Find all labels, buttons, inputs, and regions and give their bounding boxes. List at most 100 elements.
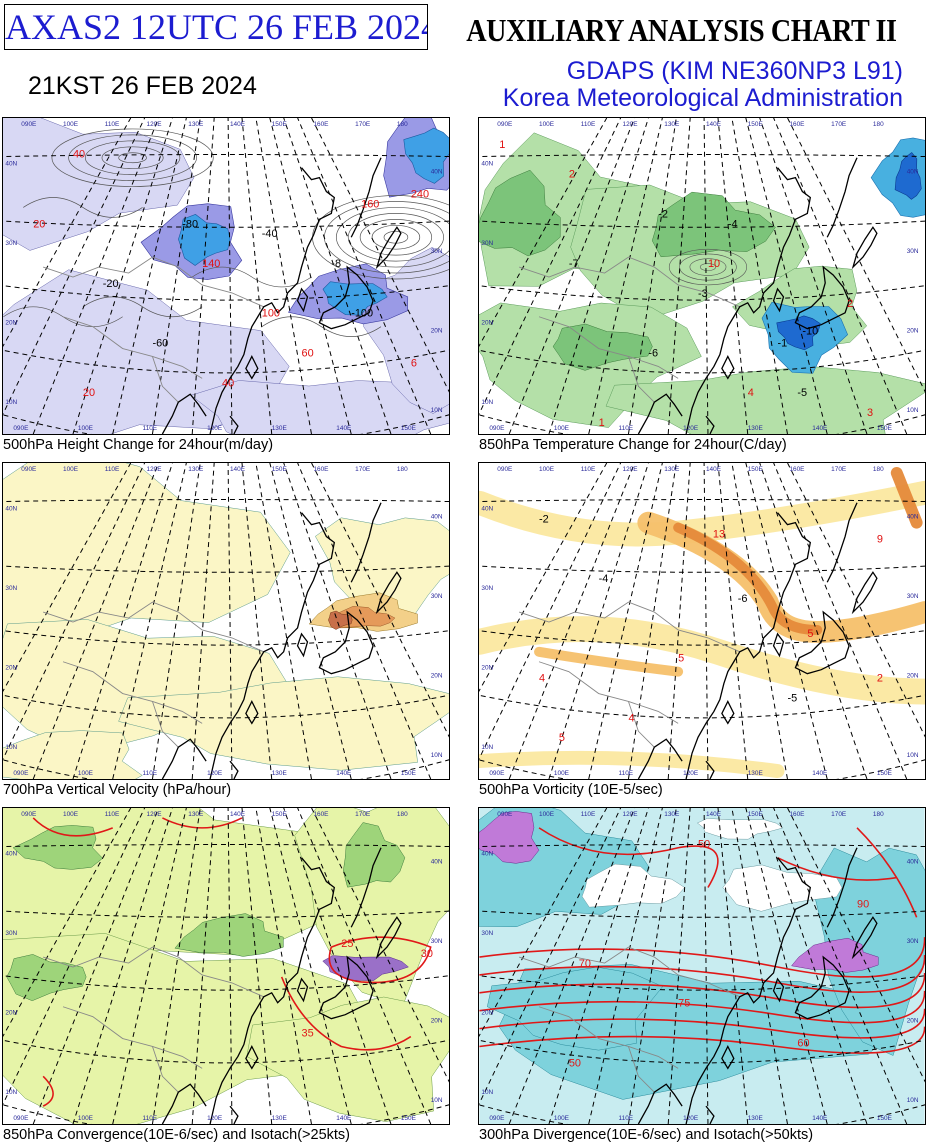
lat-tick-label: 40N (431, 514, 443, 521)
contour-label: 160 (361, 198, 379, 210)
lat-tick-label: 20N (481, 1010, 493, 1017)
lon-tick-label: 130E (272, 770, 288, 777)
lon-tick-label: 130E (664, 811, 680, 818)
lon-tick-label: 140E (336, 425, 352, 432)
lon-tick-label: 170E (831, 811, 847, 818)
lat-tick-label: 30N (5, 930, 17, 937)
lon-tick-label: 090E (489, 770, 505, 777)
lon-tick-label: 090E (21, 466, 37, 473)
lon-tick-label: 180 (873, 811, 884, 818)
lon-tick-label: 090E (497, 121, 513, 128)
lat-tick-label: 40N (481, 161, 493, 168)
lon-tick-label: 100E (78, 425, 94, 432)
lat-tick-label: 30N (481, 585, 493, 592)
contour-label: 4 (628, 712, 634, 724)
lon-tick-label: 090E (13, 425, 29, 432)
lon-tick-label: 170E (831, 466, 847, 473)
lon-tick-label: 120E (623, 811, 639, 818)
lat-tick-label: 10N (431, 407, 443, 414)
lat-tick-label: 10N (431, 752, 443, 759)
lon-tick-label: 150E (748, 466, 764, 473)
temperature-change-map: 090E 100E 110E 120E 130E 140E 150E 160E 170E 180 0… (479, 118, 925, 434)
lon-tick-label: 120E (147, 811, 163, 818)
map-panel-temperature-change: 090E 100E 110E 120E 130E 140E 150E 160E 170E 180 0… (478, 117, 926, 435)
contour-label: 2 (847, 298, 853, 310)
contour-label: 10 (708, 258, 720, 270)
contour-label: -6 (738, 593, 748, 605)
lon-tick-label: 130E (272, 425, 288, 432)
panel-caption: 850hPa Convergence(10E-6/sec) and Isotac… (3, 1127, 350, 1143)
lon-tick-label: 150E (401, 1115, 417, 1122)
lat-tick-label: 10N (907, 1097, 919, 1104)
lon-tick-label: 110E (581, 466, 596, 473)
contour-label: -3 (698, 288, 708, 300)
lon-tick-label: 150E (272, 811, 288, 818)
lat-tick-label: 20N (481, 665, 493, 672)
lon-tick-label: 140E (812, 425, 828, 432)
lon-tick-label: 180 (873, 121, 884, 128)
lon-tick-label: 170E (355, 466, 371, 473)
lon-tick-label: 180 (397, 121, 408, 128)
lon-tick-label: 120E (683, 1115, 699, 1122)
panel-caption: 850hPa Temperature Change for 24hour(C/d… (479, 437, 787, 453)
contour-label: 70 (579, 958, 591, 970)
lon-tick-label: 160E (789, 811, 805, 818)
lat-tick-label: 20N (907, 1018, 919, 1025)
contour-label: -2 (658, 208, 668, 220)
contour-label: 100 (262, 308, 280, 320)
contour-label: -5 (787, 692, 797, 704)
lon-tick-label: 090E (13, 1115, 29, 1122)
contour-label: -60 (152, 338, 168, 350)
lon-tick-label: 100E (554, 425, 570, 432)
divergence-isotach-map: 090E 100E 110E 120E 130E 140E 150E 160E 170E 180 0… (479, 808, 925, 1124)
contour-label: -8 (331, 258, 341, 270)
lat-tick-label: 10N (5, 1089, 17, 1096)
lat-tick-label: 30N (431, 593, 443, 600)
lat-tick-label: 10N (481, 744, 493, 751)
lat-tick-label: 30N (431, 248, 443, 255)
lat-tick-label: 10N (907, 752, 919, 759)
contour-label: 5 (807, 628, 813, 640)
lon-tick-label: 180 (397, 811, 408, 818)
lon-tick-label: 150E (272, 466, 288, 473)
lat-tick-label: 10N (481, 399, 493, 406)
lat-tick-label: 30N (5, 585, 17, 592)
lon-tick-label: 150E (877, 1115, 893, 1122)
lon-tick-label: 110E (143, 425, 158, 432)
lat-tick-label: 30N (431, 938, 443, 945)
contour-label: 140 (202, 258, 220, 270)
lon-tick-label: 160E (313, 121, 329, 128)
lon-tick-label: 160E (313, 811, 329, 818)
lon-tick-label: 170E (355, 121, 371, 128)
convergence-isotach-map: 090E 100E 110E 120E 130E 140E 150E 160E 170E 180 0… (3, 808, 449, 1124)
lon-tick-label: 160E (313, 466, 329, 473)
lon-tick-label: 180 (873, 466, 884, 473)
lon-tick-label: 100E (554, 770, 570, 777)
lon-tick-label: 150E (401, 770, 417, 777)
contour-label: 75 (678, 998, 690, 1010)
lon-tick-label: 110E (581, 121, 596, 128)
contour-label: 20 (33, 218, 45, 230)
lon-tick-label: 110E (619, 770, 634, 777)
lon-tick-label: 150E (272, 121, 288, 128)
lon-tick-label: 160E (789, 466, 805, 473)
lon-tick-label: 120E (683, 425, 699, 432)
map-panel-divergence-isotach: 090E 100E 110E 120E 130E 140E 150E 160E 170E 180 0… (478, 807, 926, 1125)
lon-tick-label: 140E (812, 1115, 828, 1122)
lon-tick-label: 100E (78, 770, 94, 777)
chart-title: AUXILIARY ANALYSIS CHART II (466, 12, 897, 48)
lon-tick-label: 120E (147, 121, 163, 128)
lon-tick-label: 110E (619, 1115, 634, 1122)
lat-tick-label: 20N (907, 328, 919, 335)
contour-label: 3 (867, 407, 873, 419)
lat-tick-label: 20N (5, 320, 17, 327)
lon-tick-label: 140E (230, 121, 246, 128)
lon-tick-label: 090E (497, 811, 513, 818)
lon-tick-label: 130E (272, 1115, 288, 1122)
contour-label: -7 (569, 258, 579, 270)
map-panel-vorticity: 090E 100E 110E 120E 130E 140E 150E 160E 170E 180 0… (478, 462, 926, 780)
contour-label: -40 (262, 228, 278, 240)
contour-label: 2 (877, 673, 883, 685)
lon-tick-label: 130E (188, 466, 204, 473)
lat-tick-label: 40N (907, 859, 919, 866)
